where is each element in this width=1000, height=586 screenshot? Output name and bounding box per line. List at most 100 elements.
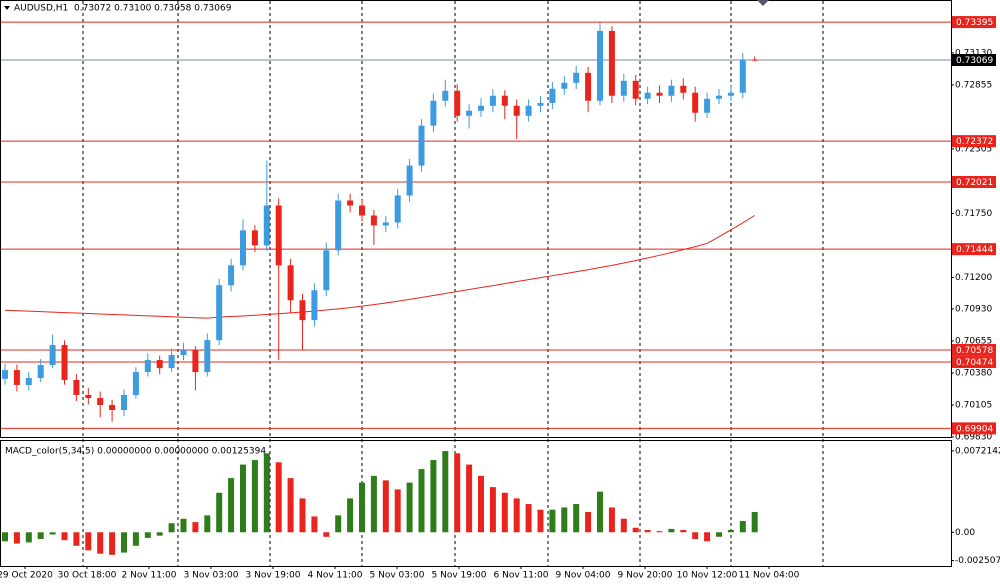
candle-body	[597, 30, 603, 101]
histogram-bar	[454, 453, 461, 533]
x-tick-label: 3 Nov 03:00	[184, 571, 239, 581]
level-tag	[952, 356, 996, 369]
histogram-bar	[228, 478, 235, 533]
histogram-bar	[25, 532, 32, 543]
y-tick-label: 0.72305	[955, 144, 992, 154]
candle-body	[370, 215, 377, 226]
current-price-tag	[952, 54, 996, 67]
candle-body	[144, 360, 151, 373]
candle-body	[668, 85, 675, 96]
histogram-bar	[608, 507, 615, 533]
candle-body	[644, 92, 651, 99]
histogram-bar	[132, 532, 139, 546]
candle-body	[73, 379, 80, 395]
level-tag	[952, 343, 996, 356]
histogram-bar	[2, 532, 8, 542]
x-tick-label: 4 Nov 11:00	[308, 571, 363, 581]
candle-body	[382, 222, 389, 226]
histogram-bar	[216, 492, 223, 533]
y-tick-label: 0.70380	[955, 368, 992, 378]
level-tag	[952, 16, 996, 29]
y-tick-label: 0.71750	[955, 209, 992, 219]
histogram-bar	[370, 475, 377, 533]
histogram-bar	[561, 507, 568, 533]
x-tick-label: 3 Nov 19:00	[246, 571, 301, 581]
candle-body	[49, 345, 56, 366]
x-tick-label: 5 Nov 19:00	[432, 571, 487, 581]
x-tick-label: 9 Nov 20:00	[618, 571, 673, 581]
level-tag	[952, 422, 996, 435]
macd-panel	[0, 440, 952, 567]
histogram-bar	[144, 532, 151, 538]
candle-body	[180, 350, 187, 356]
histogram-bar	[168, 523, 175, 533]
x-tick-label: 9 Nov 04:00	[556, 571, 611, 581]
candle-body	[323, 250, 330, 291]
candle-body	[121, 394, 127, 410]
candle-body	[37, 365, 44, 378]
histogram-bar	[525, 504, 532, 533]
candle-body	[394, 195, 401, 223]
histogram-bar	[478, 475, 484, 533]
y-tick-label: 0.70930	[955, 304, 992, 314]
y-tick-label: 0.00	[955, 528, 975, 538]
menu-arrow[interactable]	[4, 6, 10, 10]
x-tick-label: 11 Nov 04:00	[739, 571, 800, 581]
candle-body	[192, 350, 199, 373]
histogram-bar	[251, 460, 258, 533]
histogram-bar	[739, 520, 746, 533]
level-label: 0.73395	[956, 18, 993, 28]
time-grid	[82, 1, 824, 566]
histogram-bar	[299, 498, 306, 533]
moving-average	[4, 215, 755, 319]
chart-title: AUDUSD,H1	[14, 4, 68, 14]
histogram-bar	[335, 515, 342, 533]
histogram-bar	[751, 511, 758, 533]
candle-body	[85, 394, 92, 399]
histogram-bar	[680, 530, 687, 533]
candle-body	[656, 92, 663, 96]
histogram-bar	[180, 518, 187, 533]
candle-body	[585, 72, 592, 101]
histogram-bar	[620, 518, 627, 533]
candle-body	[25, 377, 32, 385]
candle-body	[251, 230, 258, 246]
histogram-bar	[204, 515, 211, 533]
y-tick-label: 0.0072142	[955, 446, 1000, 456]
histogram-bar	[430, 460, 437, 533]
histogram-bar	[537, 509, 544, 533]
y-tick-label: -0.002507	[955, 556, 1000, 566]
histogram-bar	[275, 462, 282, 533]
candle-body	[704, 98, 711, 113]
candle-body	[109, 404, 116, 410]
candle-body	[406, 165, 413, 196]
histogram-bar	[49, 532, 56, 535]
y-tick-label: 0.72855	[955, 80, 992, 90]
histogram-bar	[311, 516, 318, 533]
candle-body	[418, 125, 425, 166]
histogram-bar	[85, 532, 92, 551]
x-tick-label: 6 Nov 11:00	[494, 571, 549, 581]
price-panel	[0, 0, 952, 438]
candle-body	[13, 370, 20, 385]
candle-body	[299, 300, 306, 321]
level-label: 0.72021	[956, 178, 993, 188]
histogram-bar	[442, 451, 449, 533]
histogram-bar	[97, 532, 104, 554]
candle-body	[335, 200, 342, 251]
y-tick-label: 0.73130	[955, 48, 992, 58]
candle-body	[525, 105, 532, 116]
histogram-bar	[323, 532, 330, 537]
histogram-bar	[704, 532, 711, 542]
candle-body	[561, 82, 568, 89]
candle-body	[287, 265, 294, 301]
candle-body	[168, 355, 175, 369]
x-tick-label: 5 Nov 03:00	[370, 571, 425, 581]
histogram-bar	[632, 527, 639, 533]
x-tick-label: 30 Oct 18:00	[58, 571, 117, 581]
candle-body	[537, 102, 544, 106]
x-tick-label: 10 Nov 12:00	[677, 571, 738, 581]
level-label: 0.69904	[956, 424, 993, 434]
histogram-bar	[727, 530, 734, 533]
